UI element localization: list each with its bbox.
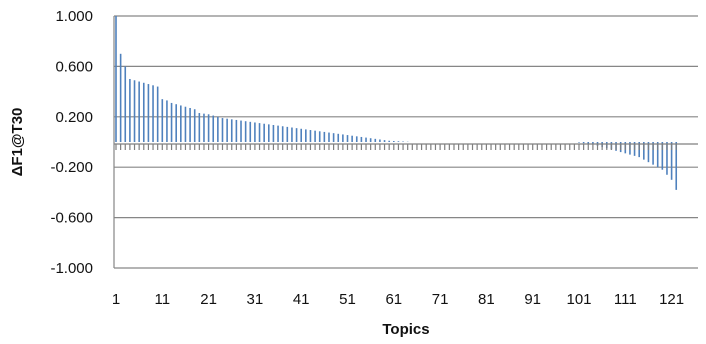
- x-tick-label: 121: [659, 291, 684, 308]
- x-tick-label: 1: [112, 291, 120, 308]
- zero-line-ticks: [114, 143, 698, 150]
- y-tick-labels: 1.000 0.600 0.200 -0.200 -0.600 -1.000: [50, 8, 93, 277]
- x-tick-label: 11: [155, 291, 171, 308]
- x-tick-label: 91: [524, 291, 541, 308]
- x-tick-label: 71: [432, 291, 449, 308]
- x-tick-label: 21: [200, 291, 217, 308]
- x-tick-label: 81: [478, 291, 495, 308]
- x-tick-label: 41: [293, 291, 310, 308]
- bar-series: [115, 16, 678, 190]
- x-tick-label: 31: [247, 291, 264, 308]
- x-axis-title: Topics: [382, 321, 429, 338]
- y-axis-title: ΔF1@T30: [9, 108, 26, 177]
- gridlines: [114, 15, 698, 269]
- y-tick-label: 1.000: [55, 8, 93, 25]
- y-tick-label: -0.600: [50, 210, 93, 227]
- x-tick-label: 51: [339, 291, 356, 308]
- y-tick-label: -0.200: [50, 159, 93, 176]
- y-tick-label: 0.200: [55, 109, 93, 126]
- y-tick-label: -1.000: [50, 260, 93, 277]
- x-tick-label: 111: [614, 291, 637, 308]
- x-tick-labels: 1 11 21 31 41 51 61 71 81 91 101 111 121: [112, 291, 684, 308]
- y-tick-label: 0.600: [55, 58, 93, 75]
- x-tick-label: 61: [385, 291, 402, 308]
- x-tick-label: 101: [566, 291, 591, 308]
